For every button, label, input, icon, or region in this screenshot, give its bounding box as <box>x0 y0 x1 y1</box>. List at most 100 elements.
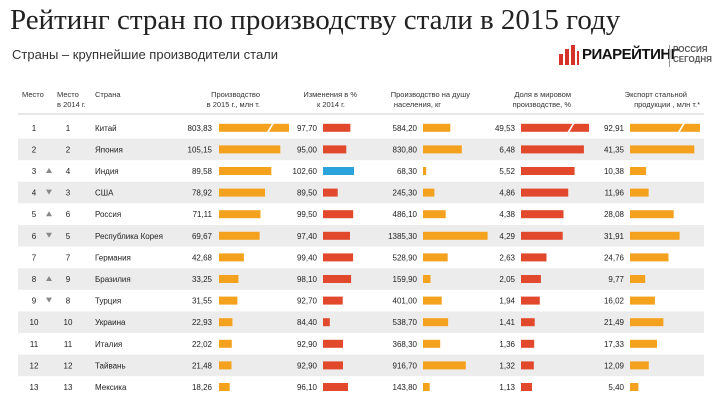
export-bar <box>630 145 695 154</box>
rank-cell: 10 <box>30 318 39 327</box>
rank-down-icon <box>46 189 52 195</box>
export-value: 16,02 <box>604 297 625 306</box>
table-row: 7 7 Германия 42,68 99,40 528,90 2,63 24,76 <box>32 253 669 262</box>
header-production-line2: в 2015 г., млн т. <box>207 100 260 109</box>
production-value: 22,02 <box>192 340 213 349</box>
share-value: 1,94 <box>499 297 515 306</box>
per-capita-bar <box>423 296 442 305</box>
export-bar <box>630 275 646 283</box>
per-capita-bar <box>423 188 435 197</box>
bar-break-icon <box>567 122 575 134</box>
change-bar <box>323 318 330 327</box>
export-value: 17,33 <box>604 340 625 349</box>
table-row: 9 8 Турция 31,55 92,70 401,00 1,94 16,02 <box>32 296 655 306</box>
page-subtitle: Страны – крупнейшие производители стали <box>12 47 279 62</box>
header-rank2014-line2: в 2014 г. <box>57 100 86 109</box>
row-stripe <box>18 138 704 161</box>
share-value: 1,41 <box>499 318 515 327</box>
per-capita-value: 401,00 <box>393 297 418 306</box>
production-bar <box>219 339 232 348</box>
share-bar <box>521 253 547 262</box>
export-value: 24,76 <box>604 253 625 262</box>
rank-up-icon <box>46 211 52 217</box>
share-bar <box>521 383 532 391</box>
header-rank2014-line1: Место <box>57 90 79 99</box>
share-bar <box>521 339 535 348</box>
share-value: 1,32 <box>499 361 515 370</box>
table-row: 6 5 Республика Корея 69,67 97,40 1385,30 4,29 3… <box>18 225 704 247</box>
change-bar <box>323 123 351 132</box>
share-bar <box>521 188 569 197</box>
production-value: 33,25 <box>192 275 213 284</box>
logo-ria-text: РИАРЕЙТИНГ <box>582 46 679 63</box>
production-bar <box>219 383 230 391</box>
change-value: 98,10 <box>297 275 318 284</box>
country-cell: Россия <box>95 210 121 219</box>
share-bar <box>521 361 534 370</box>
logo-rs-line1: РОССИЯ <box>673 45 708 54</box>
header-rank: Место <box>22 90 44 99</box>
change-value: 92,90 <box>297 340 318 349</box>
change-bar <box>323 231 350 240</box>
export-bar <box>630 296 655 305</box>
rank-cell: 1 <box>32 124 37 133</box>
country-cell: США <box>95 189 114 198</box>
header-change-line1: Изменения в % <box>303 90 357 99</box>
export-value: 10,38 <box>604 167 625 176</box>
production-bar <box>219 253 244 262</box>
row-stripe <box>18 181 704 204</box>
logo-mark-icon <box>559 45 579 65</box>
rank2014-cell: 12 <box>64 361 73 370</box>
rank-up-icon <box>46 276 52 281</box>
page-title: Рейтинг стран по производству стали в 20… <box>10 4 621 36</box>
share-value: 5,52 <box>499 167 515 176</box>
rank-down-icon <box>46 232 52 238</box>
row-stripe <box>18 354 704 377</box>
per-capita-value: 486,10 <box>393 210 418 219</box>
export-bar <box>630 167 647 175</box>
rank-cell: 2 <box>32 145 37 154</box>
production-value: 105,15 <box>188 145 213 154</box>
logo-rs-line2: СЕГОДНЯ <box>673 55 712 64</box>
change-bar <box>323 188 338 197</box>
rank-cell: 5 <box>32 210 37 219</box>
row-stripe <box>18 268 704 290</box>
per-capita-bar <box>423 123 451 132</box>
share-value: 6,48 <box>499 145 515 154</box>
change-bar <box>323 361 343 370</box>
country-cell: Республика Корея <box>95 232 163 241</box>
production-value: 803,83 <box>188 124 213 133</box>
table-row: 2 2 Япония 105,15 95,00 830,80 6,48 41,35 <box>18 138 704 161</box>
change-value: 95,00 <box>297 145 318 154</box>
table-row: 1 1 Китай 803,83 97,70 584,20 49,53 92,91 <box>32 122 700 134</box>
change-bar <box>323 275 352 283</box>
bar-break-icon <box>266 122 275 134</box>
change-bar <box>323 253 354 262</box>
change-value: 102,60 <box>293 167 318 176</box>
share-bar <box>521 167 575 175</box>
per-capita-value: 245,30 <box>393 189 418 198</box>
rank-cell: 8 <box>32 275 37 284</box>
production-bar <box>219 361 232 370</box>
per-capita-value: 68,30 <box>397 167 418 176</box>
production-value: 18,26 <box>192 383 213 392</box>
share-value: 1,36 <box>499 340 515 349</box>
rank-cell: 13 <box>30 383 39 392</box>
share-value: 4,86 <box>499 189 515 198</box>
country-cell: Украина <box>95 318 126 327</box>
per-capita-bar <box>423 210 446 219</box>
share-bar <box>521 210 564 219</box>
share-bar <box>521 145 584 154</box>
rank2014-cell: 2 <box>66 145 71 154</box>
rank-cell: 11 <box>30 340 39 349</box>
change-value: 97,70 <box>297 124 318 133</box>
change-bar <box>323 339 343 348</box>
logo-rossiya-segodnya: РОССИЯ СЕГОДНЯ <box>673 45 712 65</box>
rank-cell: 6 <box>32 232 37 241</box>
rank-cell: 4 <box>32 189 37 198</box>
rank2014-cell: 7 <box>66 253 71 262</box>
change-value: 84,40 <box>297 318 318 327</box>
share-value: 2,63 <box>499 253 515 262</box>
country-cell: Китай <box>95 124 117 133</box>
per-capita-value: 368,30 <box>393 340 418 349</box>
